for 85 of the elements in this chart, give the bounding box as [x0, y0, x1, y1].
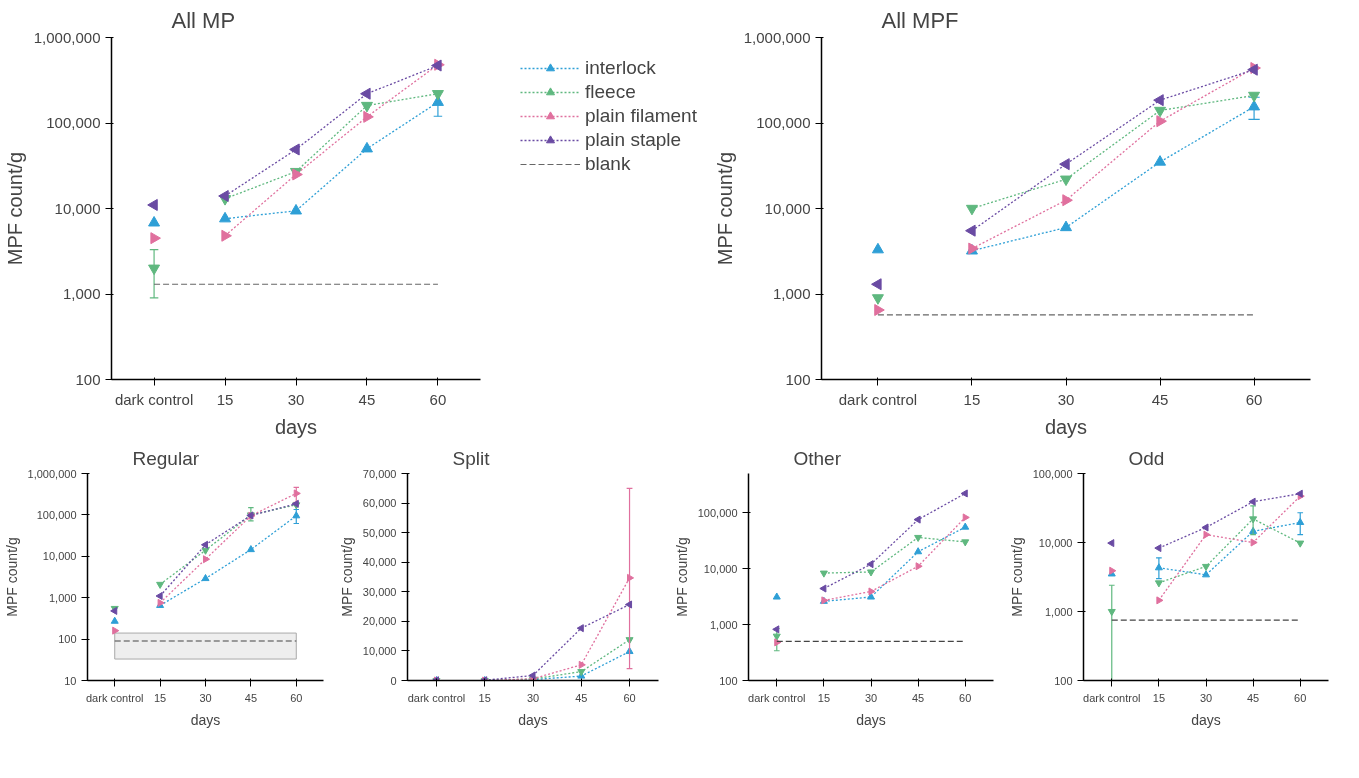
- y-tick-label: 1,000: [772, 285, 811, 302]
- y-tick-label: 20,000: [362, 615, 397, 628]
- x-tick-label: dark control: [1083, 691, 1141, 704]
- y-tick-label: 100,000: [46, 114, 101, 131]
- x-tick-label: 60: [429, 390, 447, 408]
- y-tick-label: 70,000: [362, 467, 397, 480]
- x-tick-label: 15: [817, 691, 831, 704]
- y-axis-title: MPF count/g: [3, 151, 26, 266]
- x-axis-title: days: [1191, 711, 1221, 728]
- y-tick-label: 100,000: [756, 114, 811, 131]
- x-axis-title: days: [274, 415, 318, 438]
- y-axis-title: MPF count/g: [713, 151, 736, 266]
- y-tick-label: 30,000: [362, 585, 397, 598]
- y-tick-label: 100: [785, 370, 811, 388]
- y-tick-label: 1,000: [709, 618, 738, 631]
- y-axis-title: MPF count/g: [3, 537, 20, 617]
- y-tick-label: 40,000: [362, 556, 397, 569]
- y-tick-label: 100,000: [1032, 467, 1073, 480]
- y-tick-label: 10: [64, 674, 77, 687]
- x-tick-label: 60: [1294, 691, 1307, 704]
- y-tick-label: 100: [1054, 674, 1073, 687]
- y-tick-label: 100: [75, 370, 101, 388]
- x-tick-label: 60: [623, 691, 636, 704]
- y-tick-label: 100,000: [36, 508, 77, 521]
- x-tick-label: 45: [912, 691, 925, 704]
- x-tick-label: 30: [864, 691, 878, 704]
- y-tick-label: 10,000: [362, 644, 397, 657]
- y-tick-label: 1,000: [48, 591, 77, 604]
- y-tick-label: 0: [390, 674, 397, 687]
- x-tick-label: 45: [244, 691, 258, 704]
- x-tick-label: 30: [287, 390, 305, 408]
- y-tick-label: 10,000: [764, 199, 811, 217]
- x-axis-title: days: [1044, 415, 1088, 438]
- y-tick-label: 10,000: [1038, 536, 1073, 549]
- x-tick-label: 15: [478, 691, 491, 704]
- chart-title: Odd: [1128, 447, 1165, 469]
- x-tick-label: dark control: [748, 691, 806, 704]
- x-tick-label: 15: [216, 390, 234, 408]
- y-tick-label: 1,000,000: [27, 467, 77, 480]
- y-tick-label: 60,000: [362, 497, 397, 510]
- y-tick-label: 100: [58, 633, 77, 646]
- x-tick-label: 15: [963, 390, 981, 408]
- legend-label: plain filament: [585, 105, 697, 127]
- y-tick-label: 100,000: [697, 506, 738, 519]
- y-tick-label: 1,000,000: [743, 28, 811, 46]
- y-tick-label: 1,000: [1044, 605, 1073, 618]
- chart-title: All MPF: [881, 7, 959, 33]
- x-axis-title: days: [856, 711, 886, 728]
- x-axis-title: days: [190, 711, 221, 728]
- x-tick-label: 45: [358, 390, 376, 408]
- y-tick-label: 10,000: [42, 550, 77, 563]
- x-tick-label: 60: [1245, 390, 1263, 408]
- x-tick-label: 45: [1247, 691, 1260, 704]
- y-tick-label: 1,000: [62, 285, 101, 302]
- x-tick-label: 15: [154, 691, 167, 704]
- x-tick-label: 30: [1199, 691, 1213, 704]
- x-tick-label: 45: [1151, 390, 1169, 408]
- y-tick-label: 50,000: [362, 526, 397, 539]
- x-tick-label: 60: [290, 691, 303, 704]
- chart-title: Other: [793, 447, 842, 469]
- y-axis-title: MPF count/g: [1008, 537, 1025, 617]
- chart-title: Split: [452, 447, 491, 469]
- legend-label: plain staple: [585, 129, 682, 151]
- chart-title: Regular: [132, 447, 200, 469]
- x-tick-label: 15: [1152, 691, 1166, 704]
- y-axis-title: MPF count/g: [673, 537, 690, 617]
- legend-label: blank: [585, 153, 631, 175]
- x-tick-label: 30: [199, 691, 212, 704]
- legend-label: fleece: [585, 81, 636, 103]
- chart-title: All MP: [171, 7, 236, 33]
- x-tick-label: dark control: [86, 691, 144, 704]
- legend-label: interlock: [585, 57, 656, 79]
- x-tick-label: dark control: [407, 691, 466, 704]
- x-axis-title: days: [518, 711, 548, 728]
- x-tick-label: 30: [1057, 390, 1075, 408]
- y-tick-label: 10,000: [54, 199, 101, 217]
- y-tick-label: 1,000,000: [33, 28, 101, 46]
- x-tick-label: dark control: [114, 390, 194, 408]
- y-axis-title: MPF count/g: [338, 537, 355, 617]
- x-tick-label: dark control: [838, 390, 918, 408]
- x-tick-label: 45: [575, 691, 588, 704]
- x-tick-label: 30: [526, 691, 540, 704]
- y-tick-label: 10,000: [703, 562, 738, 575]
- y-tick-label: 100: [719, 674, 738, 687]
- x-tick-label: 60: [959, 691, 972, 704]
